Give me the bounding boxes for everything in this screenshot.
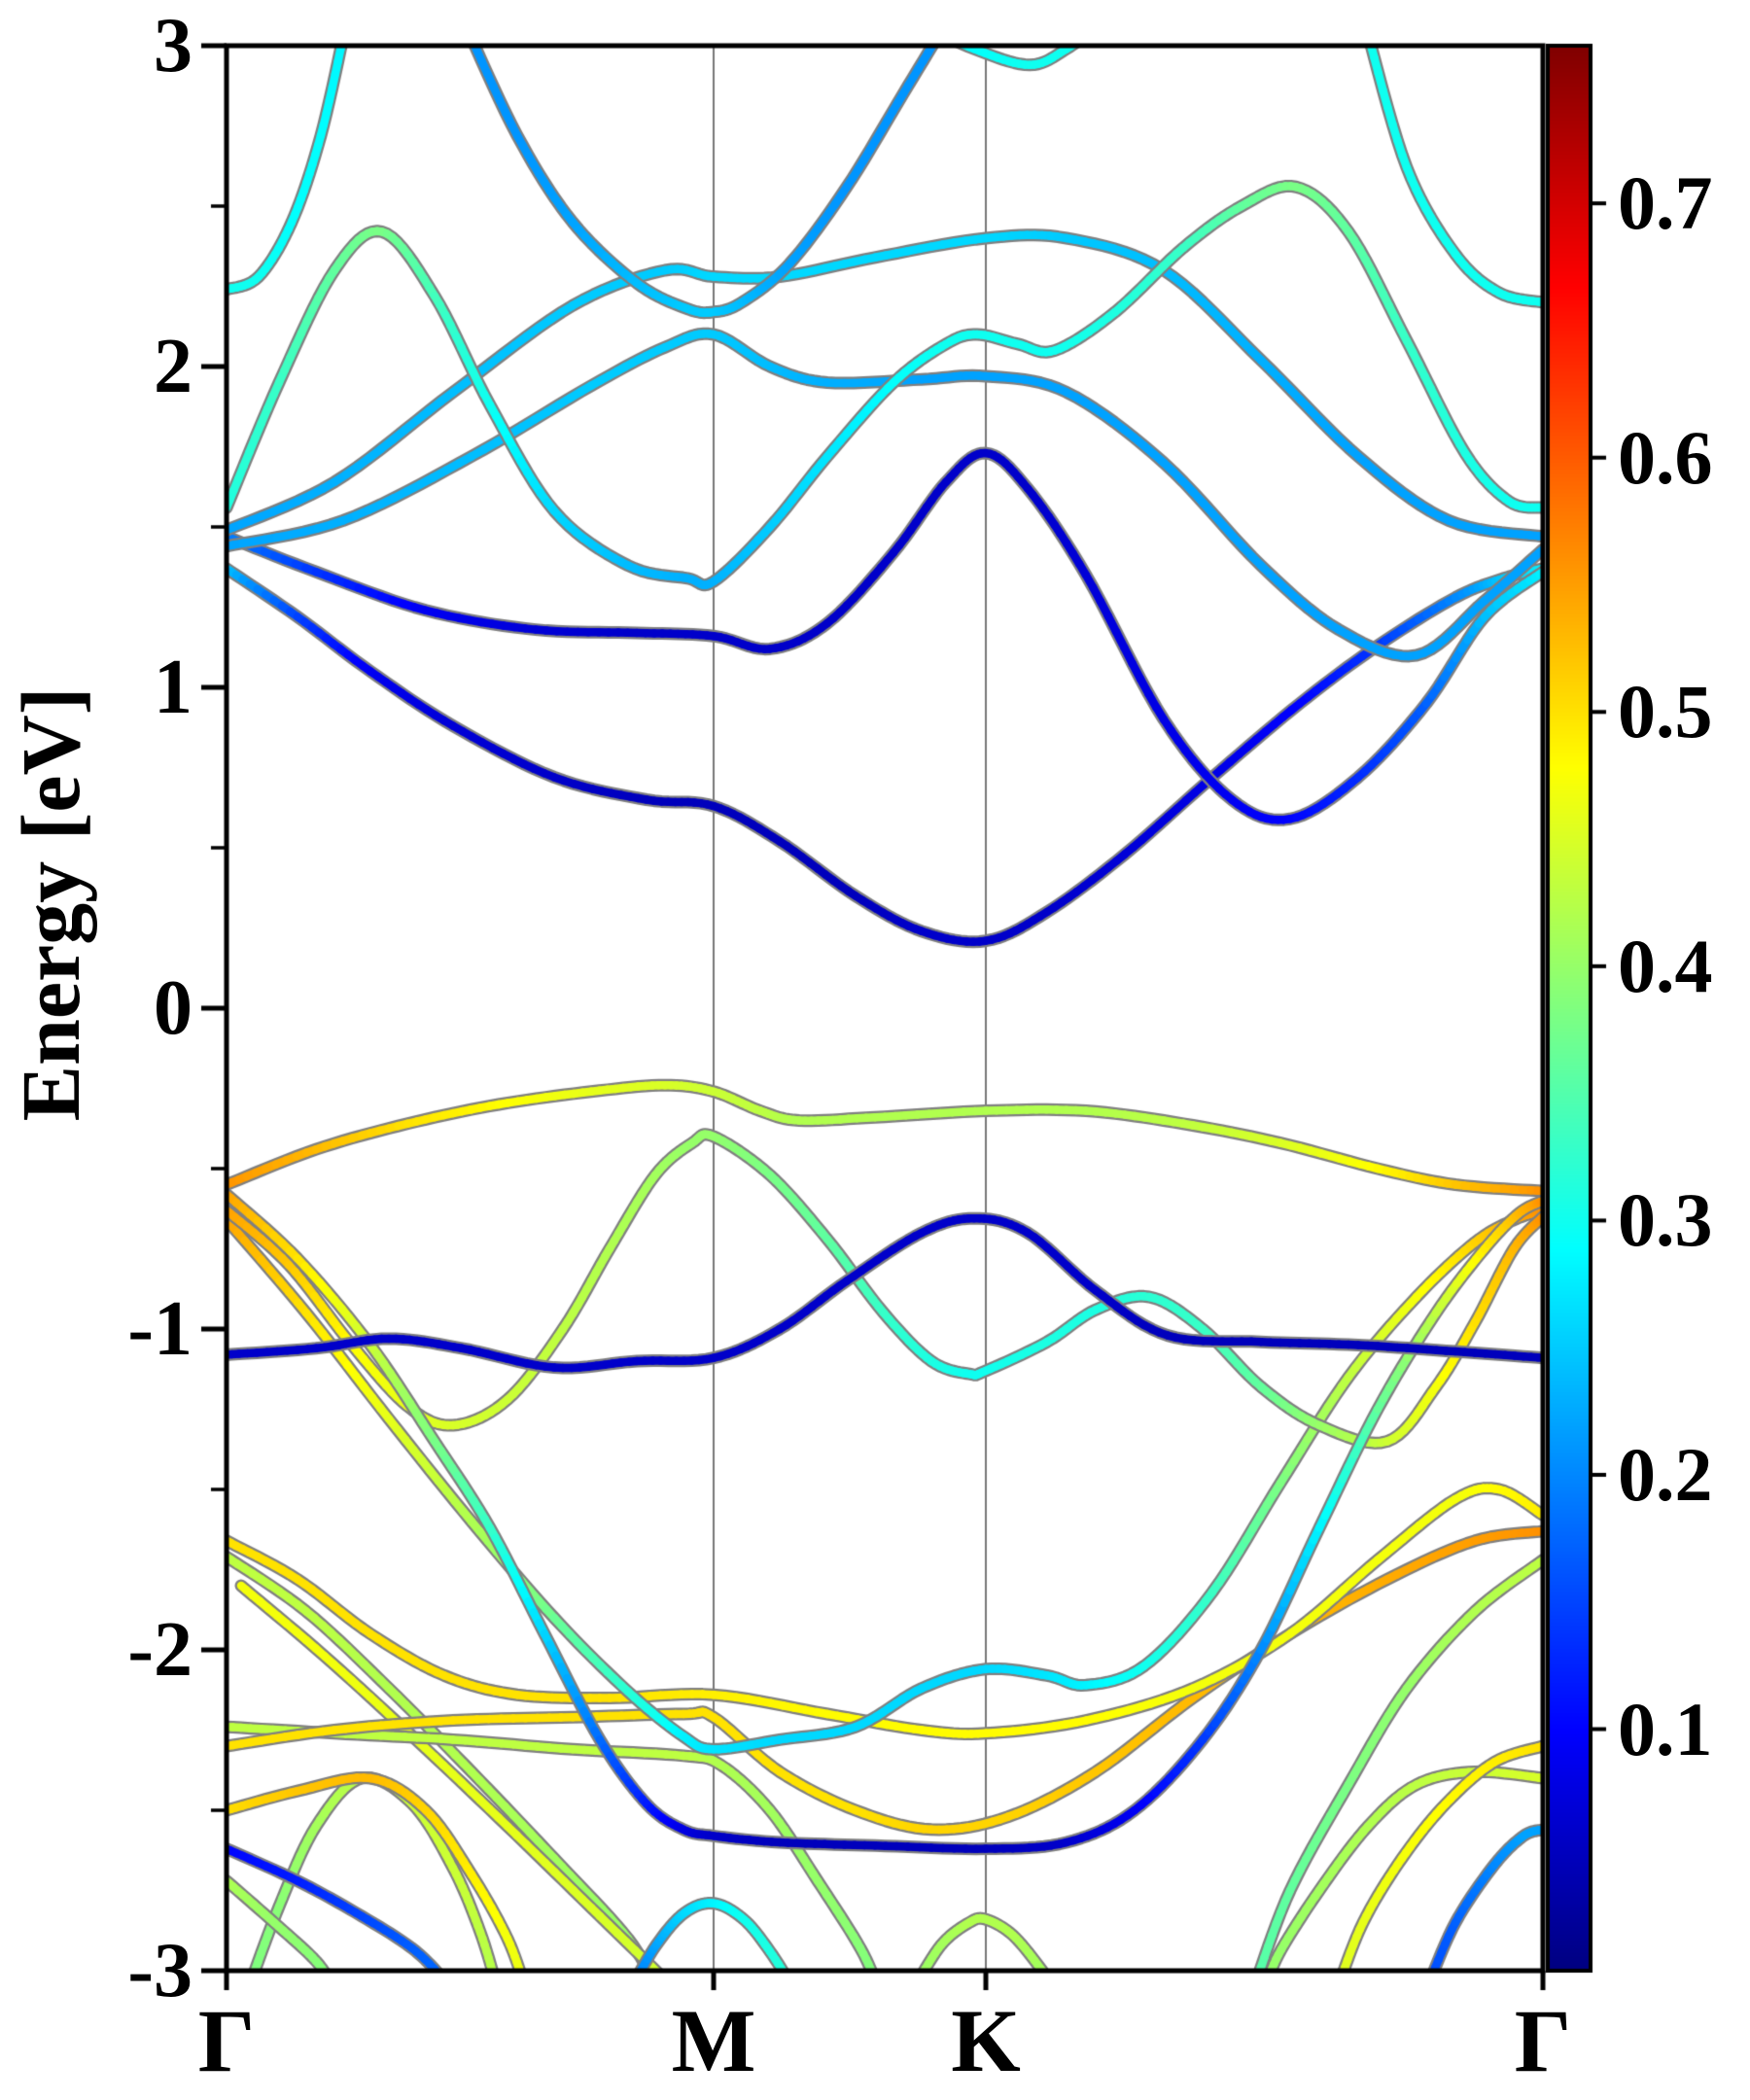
x-tick-label-2: K xyxy=(951,1991,1021,2090)
y-tick-label-2: 2 xyxy=(154,324,192,409)
y-tick-label-1: 1 xyxy=(154,645,192,730)
x-tick-label-0: Γ xyxy=(197,1991,256,2090)
colorbar-tick-label-0.2: 0.2 xyxy=(1618,1431,1713,1517)
y-tick-label--1: -1 xyxy=(127,1286,192,1372)
y-tick-label--3: -3 xyxy=(127,1928,192,2013)
colorbar-tick-label-0.5: 0.5 xyxy=(1618,669,1713,754)
colorbar-tick-label-0.4: 0.4 xyxy=(1618,923,1713,1008)
y-axis-label: Energy [eV] xyxy=(4,686,97,1122)
y-tick-label--2: -2 xyxy=(127,1607,192,1693)
colorbar-tick-label-0.7: 0.7 xyxy=(1618,160,1713,246)
colorbar-tick-label-0.6: 0.6 xyxy=(1618,414,1713,500)
y-tick-label-0: 0 xyxy=(154,965,192,1051)
colorbar-tick-label-0.3: 0.3 xyxy=(1618,1177,1713,1263)
x-tick-label-3: Γ xyxy=(1514,1991,1572,2090)
x-tick-label-1: M xyxy=(671,1991,756,2090)
y-tick-label-3: 3 xyxy=(154,3,192,88)
colorbar-tick-label-0.1: 0.1 xyxy=(1618,1686,1713,1771)
